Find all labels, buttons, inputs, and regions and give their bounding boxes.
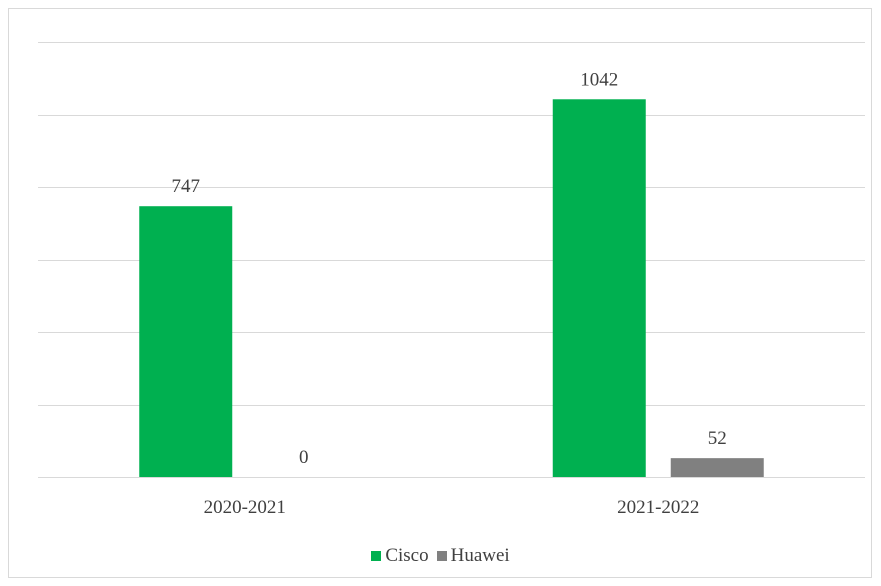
legend: Cisco Huawei: [0, 545, 881, 567]
data-label-huawei-2020-2021: 0: [299, 447, 309, 468]
legend-item-cisco: Cisco: [371, 545, 429, 567]
legend-label: Huawei: [450, 545, 510, 566]
bar-cisco-2021-2022: [552, 99, 646, 478]
x-tick-label: 2020-2021: [204, 497, 286, 518]
bar-huawei-2021-2022: [670, 458, 764, 477]
bar-cisco-2020-2021: [139, 206, 233, 477]
legend-swatch: [436, 551, 447, 561]
legend-swatch: [371, 551, 382, 561]
x-axis-tick-labels: 2020-2021 2021-2022: [204, 497, 700, 518]
legend-label: Cisco: [385, 545, 429, 566]
data-labels: 747 0 1042 52: [172, 69, 727, 468]
data-label-cisco-2021-2022: 1042: [580, 69, 618, 90]
x-tick-label: 2021-2022: [617, 497, 699, 518]
data-label-cisco-2020-2021: 747: [172, 176, 201, 197]
data-label-huawei-2021-2022: 52: [708, 428, 727, 449]
legend-item-huawei: Huawei: [436, 545, 510, 567]
bars: [139, 99, 764, 478]
